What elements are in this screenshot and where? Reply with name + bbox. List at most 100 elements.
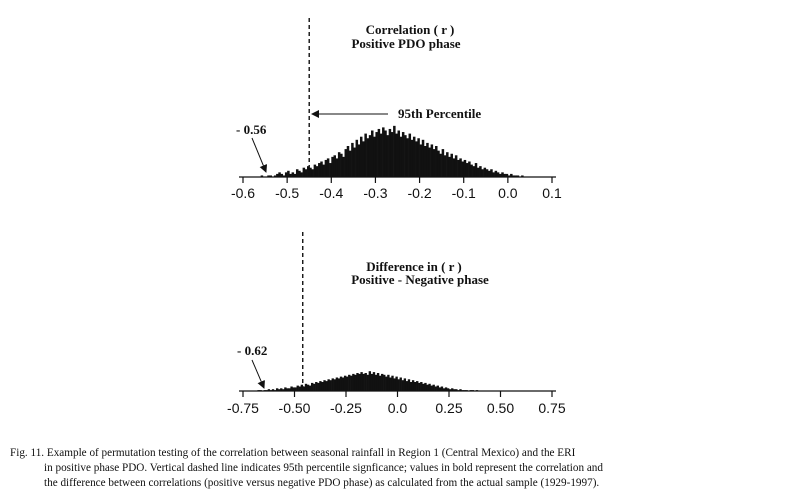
histogram-bar xyxy=(335,377,339,391)
histogram-bar xyxy=(443,155,447,177)
histogram-bar xyxy=(343,375,347,391)
histogram-bar xyxy=(280,173,284,177)
histogram-bar xyxy=(354,374,357,391)
histogram-bar xyxy=(499,173,502,177)
histogram-bar xyxy=(442,388,446,391)
histogram-bar xyxy=(300,172,303,177)
histogram-bar xyxy=(346,146,350,177)
histogram-bar xyxy=(374,374,378,391)
histogram-bar xyxy=(430,385,433,391)
histogram-bar xyxy=(436,385,439,391)
histogram-bar xyxy=(430,144,434,177)
histogram-bar xyxy=(476,167,480,177)
histogram-bar xyxy=(479,166,482,177)
histogram-bar xyxy=(399,136,403,177)
histogram-bar xyxy=(468,161,471,177)
chart-title-difference: Difference in ( r ) xyxy=(366,259,462,274)
histogram-bar xyxy=(348,150,352,177)
histogram-bar xyxy=(292,387,295,391)
histogram-bar xyxy=(366,138,370,177)
histogram-bar xyxy=(516,175,520,177)
observed-value-label-correlation: - 0.56 xyxy=(236,122,267,137)
histogram-bars-difference xyxy=(257,371,479,391)
histogram-bar xyxy=(434,386,437,391)
histogram-bar xyxy=(418,382,421,391)
histogram-bar xyxy=(391,375,394,391)
histogram-bar xyxy=(356,373,359,391)
histogram-bar xyxy=(304,169,308,177)
chart-correlation: -0.6 -0.5 -0.4 -0.3 -0.2 -0.1 0.0 0.1 Correlati… xyxy=(231,18,562,201)
histogram-bar xyxy=(333,155,336,177)
histogram-bar xyxy=(411,380,415,391)
x-tick-label: 0.0 xyxy=(498,185,518,201)
x-tick-label: 0.0 xyxy=(388,400,408,416)
histogram-bar xyxy=(267,175,270,177)
histogram-bar xyxy=(282,389,285,391)
histogram-bar xyxy=(355,139,359,177)
histogram-bar xyxy=(333,379,336,391)
histogram-bar xyxy=(406,138,409,177)
histogram-bar xyxy=(386,135,389,177)
histogram-bar xyxy=(309,167,312,177)
histogram-bar xyxy=(397,379,400,391)
histogram-bar xyxy=(459,389,462,391)
histogram-bar xyxy=(385,376,388,391)
histogram-bar xyxy=(503,173,506,177)
caption-line-3: the difference between correlations (pos… xyxy=(44,477,600,489)
histogram-bar xyxy=(318,163,321,177)
histogram-bar xyxy=(378,375,382,391)
histogram-bar xyxy=(335,158,339,177)
histogram-bar xyxy=(440,386,444,391)
histogram-bar xyxy=(286,388,289,391)
histogram-bar xyxy=(474,163,478,177)
histogram-bar xyxy=(298,386,301,391)
histogram-bar xyxy=(424,382,427,391)
histogram-bar xyxy=(359,136,363,177)
histogram-bar xyxy=(461,161,465,177)
histogram-bars-correlation xyxy=(260,125,524,177)
histogram-bar xyxy=(492,172,495,177)
histogram-bar xyxy=(294,387,297,391)
histogram-bar xyxy=(379,133,383,177)
histogram-bar xyxy=(311,169,314,177)
histogram-bar xyxy=(393,378,396,391)
histogram-bar xyxy=(302,386,306,391)
histogram-bar xyxy=(507,175,511,177)
x-tick-label: -0.6 xyxy=(231,185,255,201)
histogram-bar xyxy=(441,149,445,177)
histogram-bar xyxy=(269,175,272,177)
histogram-bar xyxy=(413,382,417,391)
histogram-bar xyxy=(364,373,367,391)
histogram-bar xyxy=(395,376,398,391)
x-tick-label: 0.25 xyxy=(435,400,462,416)
histogram-bar xyxy=(342,156,345,177)
histogram-bar xyxy=(399,377,402,391)
histogram-bar xyxy=(350,375,353,391)
histogram-bar xyxy=(353,147,356,177)
histogram-bar xyxy=(267,389,271,391)
histogram-bar xyxy=(401,132,405,177)
histogram-bar xyxy=(271,389,275,391)
histogram-bar xyxy=(331,156,334,177)
x-tick-label: -0.75 xyxy=(227,400,259,416)
histogram-bar xyxy=(404,135,407,177)
x-tick-label: -0.25 xyxy=(330,400,362,416)
histogram-bar xyxy=(412,136,416,177)
histogram-bar xyxy=(346,376,349,391)
histogram-bar xyxy=(384,130,387,177)
histogram-bar xyxy=(340,153,343,177)
histogram-bar xyxy=(323,380,326,391)
histogram-bar xyxy=(325,381,328,391)
observed-arrow-correlation xyxy=(251,137,268,173)
percentile-label: 95th Percentile xyxy=(398,106,481,121)
histogram-bar xyxy=(304,383,308,391)
histogram-bar xyxy=(368,135,372,177)
histogram-bar xyxy=(510,173,513,177)
histogram-bar xyxy=(382,127,385,177)
histogram-bar xyxy=(422,383,425,391)
x-ticks-correlation: -0.6 -0.5 -0.4 -0.3 -0.2 -0.1 0.0 0.1 xyxy=(231,177,562,201)
histogram-bar xyxy=(275,388,279,391)
histogram-bar xyxy=(313,164,317,177)
histogram-bar xyxy=(317,382,320,391)
histogram-bar xyxy=(512,175,515,177)
